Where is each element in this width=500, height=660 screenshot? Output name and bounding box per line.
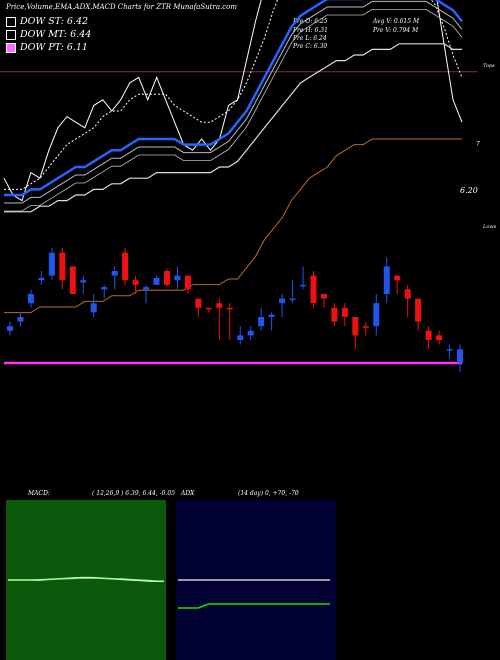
candle-body	[279, 298, 286, 304]
legend-pt: DOW PT: 6.11	[6, 42, 88, 53]
ema-line-3	[4, 43, 462, 213]
candle-body	[80, 280, 87, 283]
macd-line-1	[8, 577, 165, 582]
candle-body	[111, 271, 118, 276]
legend-swatch-st	[6, 16, 16, 27]
candle-body	[38, 277, 45, 281]
adx-line-1	[178, 603, 330, 609]
legend-mt: DOW MT: 6.44	[6, 29, 91, 40]
candle-body	[436, 335, 443, 340]
tops-label: Tops	[483, 63, 495, 69]
price-label-7: 7	[476, 141, 480, 148]
pre-open: Pre O: 6.25	[293, 18, 328, 25]
candle-body	[69, 266, 76, 294]
candle-body	[48, 252, 55, 276]
candle-body	[362, 326, 369, 328]
candle-body	[457, 349, 463, 363]
legend-swatch-mt	[6, 29, 16, 40]
candle-body	[7, 326, 13, 331]
ema-band-0	[4, 0, 463, 204]
ema-line-0	[3, 0, 463, 202]
candle-body	[404, 289, 411, 299]
candle-body	[446, 349, 453, 351]
ema-line-4	[4, 138, 462, 314]
avg-volume: Avg V: 0.615 M	[373, 18, 420, 25]
macd-params: ( 12,26,9 ) 6.39, 6.44, -0.05	[92, 490, 176, 497]
candle-body	[373, 303, 380, 327]
candle-body	[59, 252, 66, 281]
ema-line-2	[4, 0, 463, 197]
chart-title: Price,Volume,EMA,ADX,MACD Charts for ZTR…	[6, 3, 237, 11]
candle-body	[268, 314, 275, 317]
candle-body	[216, 303, 223, 308]
candle-body	[27, 294, 34, 304]
candle-body	[300, 284, 307, 287]
candle-body	[425, 330, 432, 340]
legend-swatch-pt	[6, 42, 16, 53]
candle-body	[174, 275, 181, 281]
candle-body	[320, 294, 327, 299]
candle-body	[205, 307, 212, 310]
candle-body	[101, 287, 108, 290]
candle-body	[184, 275, 191, 290]
candle-body	[289, 298, 296, 301]
ema-band-1	[4, 9, 463, 212]
candle-body	[341, 307, 348, 317]
pre-low: Pre L: 6.24	[293, 35, 327, 42]
legend-pt-label: DOW PT: 6.11	[20, 42, 88, 53]
adx-params: (14 day) 0, +70, -70	[238, 490, 299, 497]
candle-body	[237, 335, 244, 340]
legend-st: DOW ST: 6.42	[6, 16, 88, 27]
pre-close: Pre C: 6.30	[293, 43, 328, 50]
candle-body	[132, 280, 139, 285]
legend-mt-label: DOW MT: 6.44	[20, 29, 92, 40]
candle-body	[143, 287, 150, 290]
candle-body	[163, 271, 170, 285]
candle-body	[195, 298, 202, 308]
candle-body	[383, 266, 390, 294]
candle-body	[331, 307, 338, 322]
candle-body	[258, 317, 265, 327]
price-label-last: 6.20	[460, 186, 478, 195]
candle-body	[352, 317, 359, 336]
legend-st-label: DOW ST: 6.42	[20, 16, 89, 27]
macd-label: MACD:	[28, 490, 50, 497]
lows-label: Lows	[483, 224, 497, 230]
candle-body	[17, 317, 24, 322]
candle-body	[247, 330, 254, 336]
candle-body	[153, 277, 160, 285]
candle-body	[394, 275, 401, 281]
candle-body	[310, 275, 317, 304]
candle-body	[90, 303, 97, 313]
candle-body	[122, 252, 129, 281]
ema-line-1	[4, 0, 463, 190]
candle-body	[415, 298, 422, 322]
pre-high: Pre H: 6.31	[293, 27, 328, 34]
candle-body	[226, 307, 233, 310]
pre-volume: Pre V: 0.794 M	[373, 27, 419, 34]
adx-label: ADX	[181, 490, 195, 497]
